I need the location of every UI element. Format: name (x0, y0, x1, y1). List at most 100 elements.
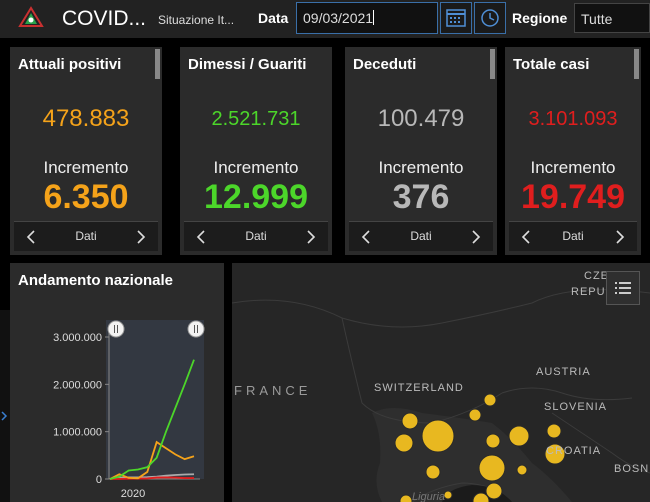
card-increment-value: 376 (392, 178, 450, 216)
calendar-button[interactable] (440, 2, 472, 34)
card-increment-value: 12.999 (204, 178, 308, 216)
card-title: Deceduti (353, 56, 417, 73)
chart-panel: Andamento nazionale 0 1.000.000 2.000.000 3… (10, 263, 224, 502)
case-bubbles (394, 393, 566, 502)
card-dimessi-guariti: Dimessi / Guariti 2.521.731 Incremento 1… (180, 47, 332, 255)
card-nav-label: Dati (245, 229, 267, 243)
next-arrow-icon[interactable] (469, 229, 483, 245)
map-label-austria: AUSTRIA (536, 366, 591, 378)
card-scrollbar[interactable] (490, 49, 495, 79)
expand-panel-icon[interactable] (0, 410, 8, 422)
date-input[interactable]: 09/03/2021 (296, 2, 438, 34)
date-value: 09/03/2021 (303, 10, 374, 26)
card-value: 478.883 (42, 105, 130, 132)
top-bar: COVID... Situazione It... Data 09/03/202… (0, 0, 650, 38)
previous-arrow-icon[interactable] (519, 229, 533, 245)
map-label-switzerland: SWITZERLAND (374, 382, 464, 394)
series-line (109, 473, 195, 480)
app-title: COVID... (62, 7, 147, 30)
card-increment-label: Incremento (43, 158, 129, 177)
region-select[interactable]: Tutte (574, 3, 650, 33)
map-label-bosnia: BOSNI (614, 463, 650, 475)
card-increment-label: Incremento (213, 158, 299, 177)
region-bubble[interactable] (472, 492, 490, 502)
range-handle[interactable] (187, 320, 205, 338)
map-canvas[interactable] (232, 263, 650, 502)
region-bubble[interactable] (394, 433, 414, 453)
card-value: 2.521.731 (211, 108, 301, 130)
previous-arrow-icon[interactable] (359, 229, 373, 245)
card-title: Attuali positivi (18, 56, 122, 73)
left-edge-panel (0, 310, 10, 502)
region-bubble[interactable] (483, 393, 497, 407)
map-view[interactable]: FRANCE SWITZERLAND AUSTRIA SLOVENIA CROA… (232, 263, 650, 502)
app-subtitle: Situazione It... (158, 13, 235, 27)
card-title: Dimessi / Guariti (188, 56, 307, 73)
card-increment-value: 6.350 (43, 178, 129, 216)
card-nav-bar: Dati (509, 221, 637, 251)
map-label-slovenia: SLOVENIA (544, 401, 608, 413)
italian-emblem-icon (18, 6, 44, 27)
region-bubble[interactable] (516, 464, 528, 476)
map-label-liguria: Liguria (412, 491, 446, 502)
card-title: Totale casi (513, 56, 590, 73)
card-nav-bar: Dati (349, 221, 493, 251)
map-land (232, 263, 650, 502)
region-bubble[interactable] (399, 494, 413, 502)
card-increment-value: 19.749 (521, 178, 625, 216)
region-bubble[interactable] (421, 419, 455, 453)
map-label-france: FRANCE (234, 383, 312, 398)
region-bubble[interactable] (478, 454, 506, 482)
region-bubble[interactable] (485, 433, 501, 449)
text-caret (373, 10, 375, 25)
card-nav-label: Dati (75, 229, 97, 243)
region-bubble[interactable] (401, 412, 419, 430)
region-bubble[interactable] (425, 464, 441, 480)
y-tick-label: 3.000.000 (53, 332, 102, 344)
next-arrow-icon[interactable] (304, 229, 318, 245)
card-nav-bar: Dati (184, 221, 328, 251)
card-increment-label: Incremento (378, 158, 464, 177)
card-scrollbar[interactable] (155, 49, 160, 79)
previous-arrow-icon[interactable] (194, 229, 208, 245)
list-icon (615, 282, 631, 294)
next-arrow-icon[interactable] (134, 229, 148, 245)
calendar-icon (446, 9, 466, 27)
region-bubble[interactable] (468, 408, 482, 422)
series-line (109, 359, 195, 480)
chart-title: Andamento nazionale (18, 272, 174, 289)
series-line (109, 440, 195, 480)
y-tick-label: 1.000.000 (53, 427, 102, 439)
region-bubble[interactable] (508, 425, 530, 447)
region-bubble[interactable] (443, 490, 453, 500)
map-legend-button[interactable] (606, 271, 640, 305)
card-deceduti: Deceduti 100.479 Incremento 376 Dati (345, 47, 497, 255)
map-label-croatia: CROATIA (546, 445, 602, 457)
range-selection-area (106, 320, 204, 479)
series-line (109, 476, 195, 480)
region-bubble[interactable] (485, 482, 503, 500)
region-label: Regione (512, 10, 568, 26)
date-label: Data (258, 10, 289, 26)
card-increment-label: Incremento (530, 158, 616, 177)
range-handle[interactable] (107, 320, 125, 338)
card-attuali-positivi: Attuali positivi 478.883 Incremento 6.35… (10, 47, 162, 255)
region-bubble[interactable] (546, 423, 562, 439)
card-nav-label: Dati (562, 229, 584, 243)
card-value: 3.101.093 (528, 108, 618, 130)
card-scrollbar[interactable] (634, 49, 639, 79)
clock-icon (481, 9, 499, 27)
trend-line-chart: 0 1.000.000 2.000.000 3.000.000 2020 (53, 320, 205, 500)
y-tick-label: 2.000.000 (53, 379, 102, 391)
card-nav-bar: Dati (14, 221, 158, 251)
card-nav-label: Dati (410, 229, 432, 243)
next-arrow-icon[interactable] (613, 229, 627, 245)
card-value: 100.479 (377, 105, 465, 132)
x-tick-label: 2020 (121, 488, 145, 500)
time-button[interactable] (474, 2, 506, 34)
y-tick-label: 0 (96, 474, 102, 486)
region-bubble[interactable] (544, 443, 566, 465)
previous-arrow-icon[interactable] (24, 229, 38, 245)
card-totale-casi: Totale casi 3.101.093 Incremento 19.749 … (505, 47, 641, 255)
